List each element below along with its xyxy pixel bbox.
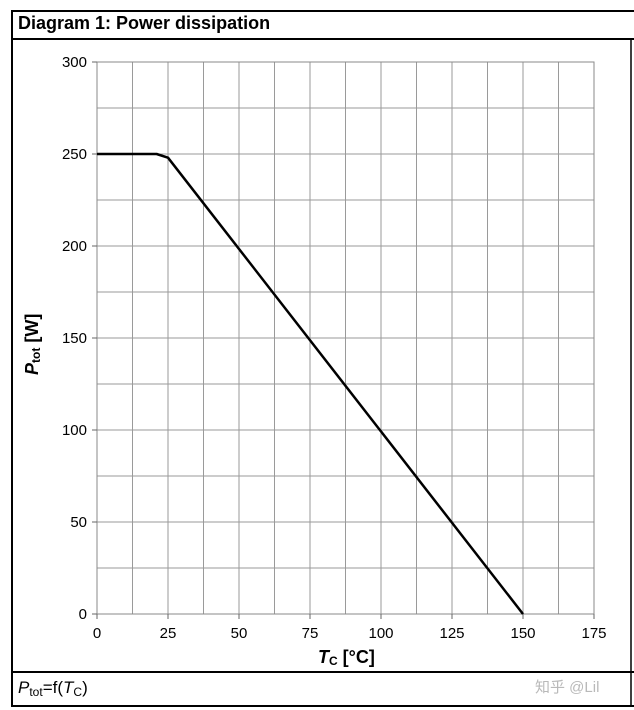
x-tick-label: 125: [439, 625, 464, 642]
y-tick-label: 50: [70, 514, 87, 531]
x-tick-label: 100: [368, 625, 393, 642]
chart-title: Diagram 1: Power dissipation: [18, 13, 271, 33]
x-tick-label: 50: [231, 625, 248, 642]
grid-lines: [96, 61, 595, 615]
y-tick-label: 300: [62, 54, 87, 71]
watermark: 知乎 @Lil: [535, 679, 600, 696]
x-axis-label: TC [°C]: [318, 647, 375, 668]
y-tick-label: 150: [62, 330, 87, 347]
x-tick-label: 0: [93, 625, 101, 642]
x-tick-label: 175: [581, 625, 606, 642]
x-tick-label: 75: [302, 625, 319, 642]
footer-formula: Ptot=f(TC): [18, 678, 88, 699]
data-series: [97, 152, 524, 615]
y-axis-label: Ptot [W]: [22, 314, 43, 375]
y-tick-label: 0: [79, 606, 87, 623]
y-tick-label: 200: [62, 238, 87, 255]
x-tick-label: 150: [510, 625, 535, 642]
series-line: [97, 152, 524, 615]
title-bar: [11, 10, 634, 40]
x-tick-label: 25: [160, 625, 177, 642]
y-tick-label: 100: [62, 422, 87, 439]
y-tick-label: 250: [62, 146, 87, 163]
tick-labels: 0 25 50 75 100 125 150 175 0 50 100 150 200 250 300: [62, 54, 607, 642]
